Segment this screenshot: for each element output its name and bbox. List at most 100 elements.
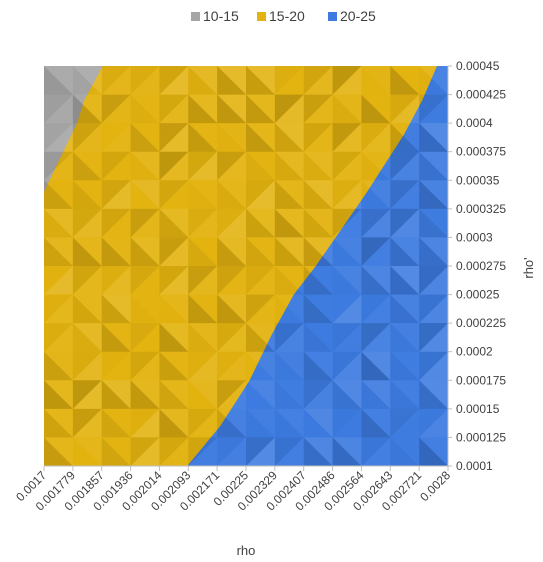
facet-shade [332,437,362,466]
facet-shade [419,351,448,381]
facet-shade [217,408,246,438]
facet-shade [72,94,102,124]
facet-shade [361,180,391,209]
facet-shade [361,94,391,124]
facet-shade [101,94,131,124]
facet-shade [390,237,420,266]
facet-shade [159,208,189,238]
facet-shade [246,437,275,466]
facet-shade [419,208,448,238]
facet-shade [188,208,218,238]
facet-shade [419,380,448,409]
facet-shade [274,180,304,209]
facet-shade [44,437,73,466]
facet-shade [246,237,275,266]
facet-shade [159,266,189,295]
y-tick-label: 0.0003 [456,230,493,244]
facet-shade [188,351,218,381]
facet-shade [303,66,333,95]
y-tick-label: 0.00045 [456,59,500,73]
facet-shade [159,180,189,209]
facet-shade [159,66,189,95]
facet-shade [332,266,362,295]
facet-shade [361,408,391,438]
x-axis: 0.00170.0017790.0018570.0019360.0020140.… [13,465,453,514]
facet-shade [188,123,218,152]
facet-shade [303,380,333,409]
facet-shade [419,380,448,409]
facet-shade [159,323,189,352]
facet-shade [332,123,362,152]
facet-shade [72,266,102,295]
facet-shade [44,266,73,295]
facet-shade [274,323,304,352]
facet-shade [130,351,160,381]
facet-shade [101,180,131,209]
facet-shade [159,123,189,152]
facet-shade [419,66,448,95]
facet-shade [159,380,189,409]
facet-shade [217,408,246,438]
facet-shade [101,294,131,324]
facet-shade [159,123,189,152]
legend-swatch-20-25 [328,12,337,21]
facet-shade [390,266,420,295]
facet-shade [44,66,73,95]
facet-shade [274,437,304,466]
y-tick-label: 0.000125 [456,430,506,444]
facet-shade [303,151,333,181]
facet-shade [72,408,102,438]
facet-shade [419,180,448,209]
facet-shade [303,437,333,466]
facet-shade [332,237,362,266]
facet-shade [217,208,246,238]
facet-shade [44,380,73,409]
facet-shade [217,380,246,409]
facet-shade [390,294,420,324]
facet-shade [72,66,102,95]
facet-shade [303,151,333,181]
legend-swatch-15-20 [257,12,266,21]
facet-shade [159,151,189,181]
facet-shade [188,66,218,95]
facet-shade [72,237,102,266]
facet-shade [44,408,73,438]
facet-shade [159,408,189,438]
facet-shade [188,151,218,181]
facet-shade [101,266,131,295]
facet-shade [303,408,333,438]
facet-shade [101,123,131,152]
facet-shade [217,237,246,266]
legend-swatch-10-15 [191,12,200,21]
legend-label-10-15: 10-15 [203,8,239,24]
facet-shade [361,237,391,266]
facet-shade [44,437,73,466]
facet-shade [130,437,160,466]
facet-shade [303,123,333,152]
facet-shade [332,66,362,95]
facet-shade [246,66,275,95]
y-tick-label: 0.000375 [456,145,506,159]
x-axis-title: rho [237,543,256,558]
facet-shade [390,266,420,295]
facet-shade [303,180,333,209]
facet-shade [332,180,362,209]
facet-shade [188,151,218,181]
facet-shade [217,180,246,209]
facet-shade [101,437,131,466]
facet-shade [217,294,246,324]
facet-shade [101,208,131,238]
facet-shade [188,208,218,238]
facet-shade [390,408,420,438]
facet-shade [246,437,275,466]
facet-shade [361,266,391,295]
facet-shade [130,351,160,381]
facet-shade [303,66,333,95]
facet-shade [390,323,420,352]
y-tick-label: 0.0004 [456,116,493,130]
facet-shade [246,123,275,152]
facet-shade [419,266,448,295]
facet-shade [217,151,246,181]
facet-shade [246,266,275,295]
